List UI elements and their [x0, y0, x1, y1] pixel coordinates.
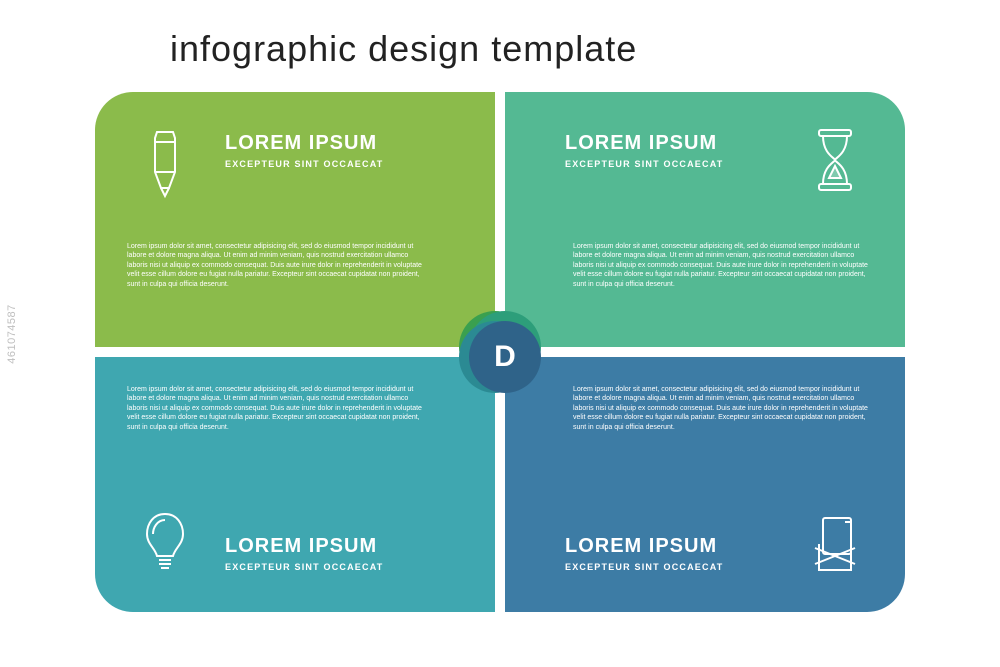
card-c-body: Lorem ipsum dolor sit amet, consectetur …	[127, 385, 427, 432]
card-d-subheading: EXCEPTEUR SINT OCCAECAT	[565, 562, 723, 572]
card-a-subheading: EXCEPTEUR SINT OCCAECAT	[225, 159, 383, 169]
marker-icon	[135, 120, 195, 200]
page-title: infographic design template	[170, 28, 637, 70]
card-b-subheading: EXCEPTEUR SINT OCCAECAT	[565, 159, 723, 169]
card-c-heading-block: LOREM IPSUM EXCEPTEUR SINT OCCAECAT	[225, 535, 383, 572]
badge-d: D	[469, 321, 541, 393]
card-b-body: Lorem ipsum dolor sit amet, consectetur …	[573, 242, 873, 289]
card-d-heading-block: LOREM IPSUM EXCEPTEUR SINT OCCAECAT	[565, 535, 723, 572]
lightbulb-icon	[135, 504, 195, 584]
card-a-heading: LOREM IPSUM	[225, 132, 383, 155]
card-a-body: Lorem ipsum dolor sit amet, consectetur …	[127, 242, 427, 289]
card-b-heading: LOREM IPSUM	[565, 132, 723, 155]
hourglass-icon	[805, 120, 865, 200]
card-c-heading: LOREM IPSUM	[225, 535, 383, 558]
card-a-heading-block: LOREM IPSUM EXCEPTEUR SINT OCCAECAT	[225, 132, 383, 169]
card-d-heading: LOREM IPSUM	[565, 535, 723, 558]
card-b-heading-block: LOREM IPSUM EXCEPTEUR SINT OCCAECAT	[565, 132, 723, 169]
card-a: LOREM IPSUM EXCEPTEUR SINT OCCAECAT Lore…	[95, 92, 495, 347]
stock-watermark: 461074587	[6, 304, 18, 364]
card-d-body: Lorem ipsum dolor sit amet, consectetur …	[573, 385, 873, 432]
card-c-subheading: EXCEPTEUR SINT OCCAECAT	[225, 562, 383, 572]
card-c: Lorem ipsum dolor sit amet, consectetur …	[95, 357, 495, 612]
badge-d-letter: D	[494, 340, 516, 374]
package-icon	[805, 504, 865, 584]
card-d: Lorem ipsum dolor sit amet, consectetur …	[505, 357, 905, 612]
card-b: LOREM IPSUM EXCEPTEUR SINT OCCAECAT Lore…	[505, 92, 905, 347]
infographic-grid: LOREM IPSUM EXCEPTEUR SINT OCCAECAT Lore…	[95, 92, 905, 612]
